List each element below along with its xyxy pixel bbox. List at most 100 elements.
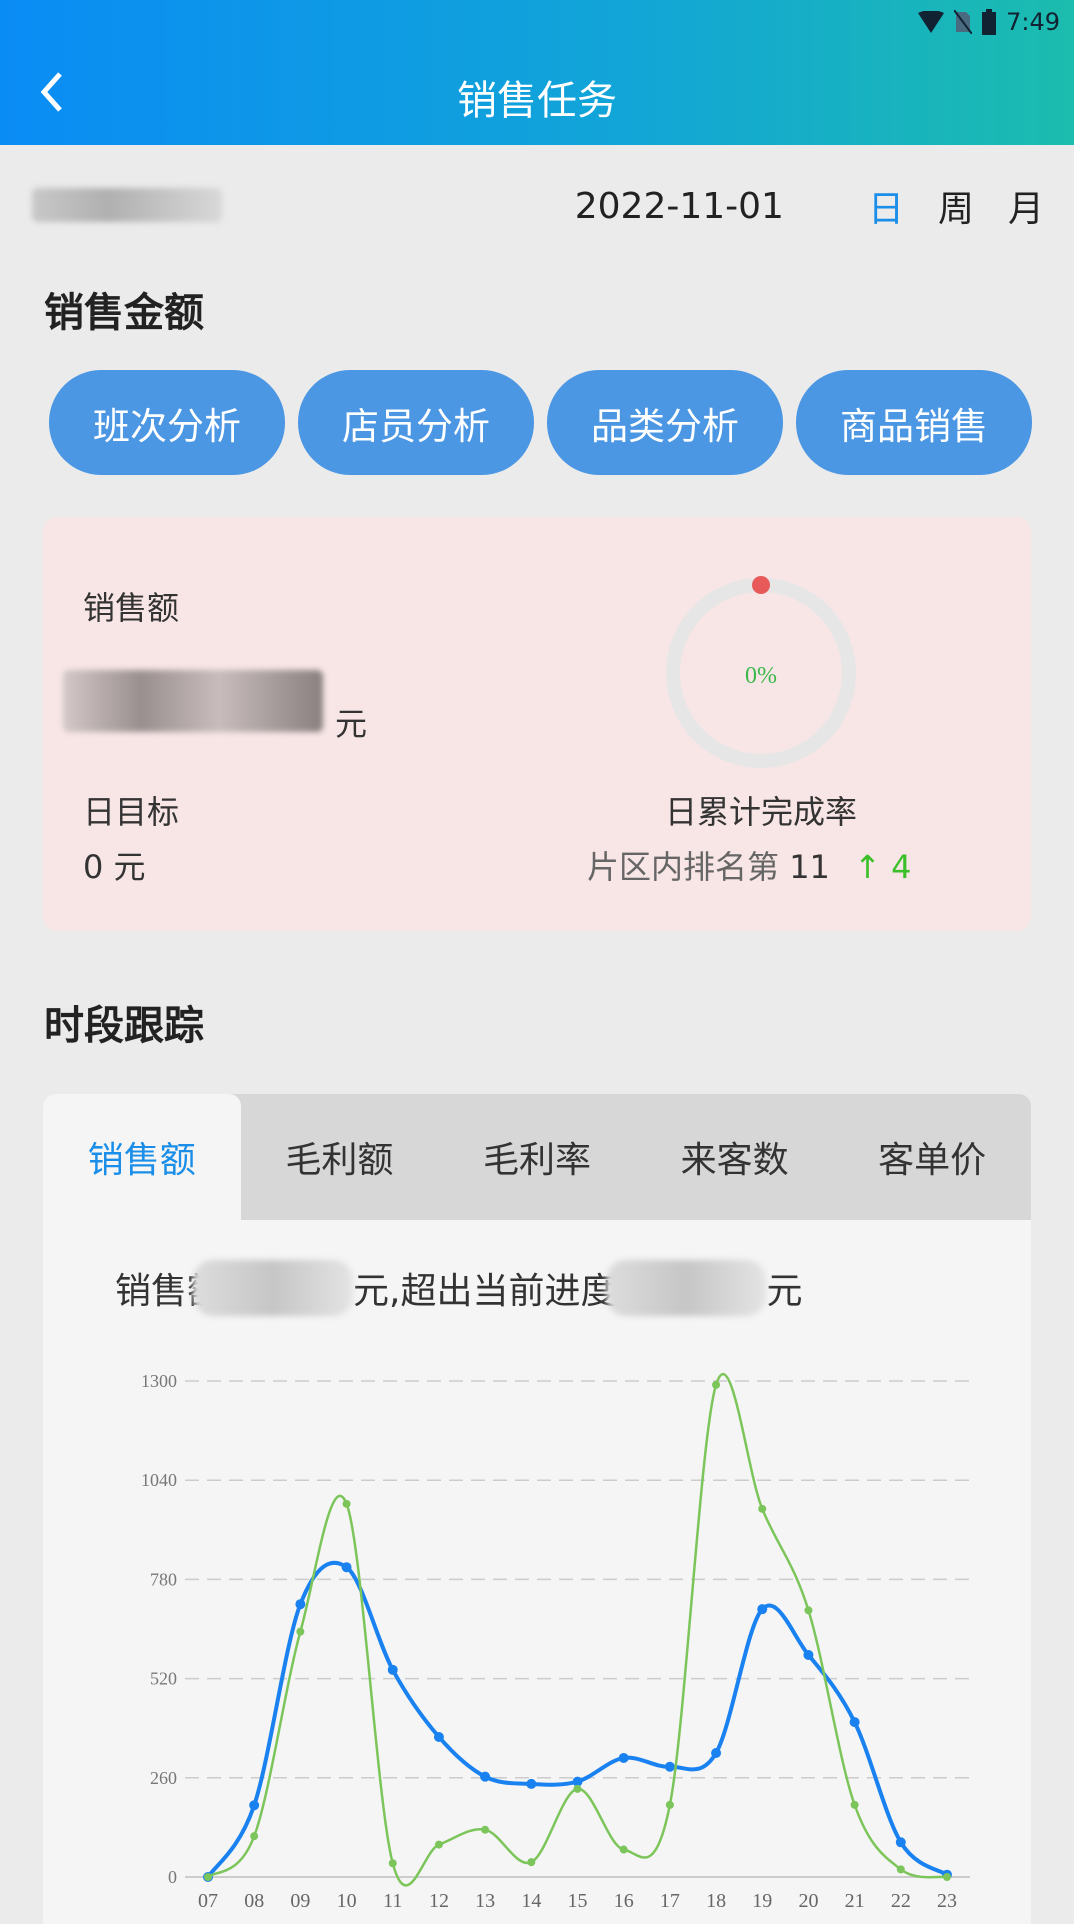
- data-point: [618, 1752, 629, 1763]
- target-label: 日目标: [83, 793, 180, 831]
- battery-icon: [982, 9, 997, 35]
- data-point: [295, 1599, 306, 1610]
- metric-tabs: 销售额 毛利额 毛利率 来客数 客单价: [43, 1094, 1031, 1220]
- app-header: 7:49 销售任务: [0, 0, 1074, 145]
- data-point: [433, 1731, 444, 1742]
- progress-text: 0%: [745, 663, 777, 689]
- y-tick-label: 260: [150, 1768, 177, 1788]
- data-point: [849, 1717, 860, 1728]
- x-tick-label: 13: [475, 1890, 495, 1912]
- x-tick-label: 08: [244, 1890, 264, 1912]
- x-tick-label: 10: [337, 1890, 357, 1912]
- data-point: [388, 1859, 397, 1868]
- data-point: [296, 1627, 305, 1636]
- data-point: [711, 1748, 722, 1758]
- data-point: [896, 1865, 905, 1874]
- status-bar: 7:49: [918, 8, 1060, 36]
- sales-label: 销售额: [83, 589, 180, 627]
- data-point: [758, 1504, 767, 1513]
- time-tracking-panel: 销售额 毛利额 毛利率 来客数 客单价 销售额 元,超出当前进度元 0 260 520…: [43, 1094, 1031, 1924]
- data-point: [712, 1380, 721, 1389]
- analysis-buttons: 班次分析 店员分析 品类分析 商品销售: [49, 370, 1032, 475]
- x-tick-label: 16: [614, 1890, 634, 1912]
- x-tick-label: 07: [198, 1890, 218, 1912]
- page-title: 销售任务: [457, 78, 617, 124]
- store-name-redacted: [32, 188, 222, 222]
- product-sales-button[interactable]: 商品销售: [796, 370, 1032, 475]
- staff-analysis-button[interactable]: 店员分析: [298, 370, 534, 475]
- data-point: [572, 1776, 583, 1787]
- data-point: [757, 1604, 768, 1615]
- summary-text: 销售额 元,超出当前进度元: [115, 1260, 802, 1316]
- x-tick-label: 22: [891, 1890, 911, 1912]
- x-tick-label: 09: [290, 1890, 310, 1912]
- tab-sales[interactable]: 销售额: [43, 1094, 241, 1220]
- tab-gross-profit[interactable]: 毛利额: [285, 1140, 394, 1181]
- status-time: 7:49: [1006, 8, 1060, 36]
- time-tracking-title: 时段跟踪: [44, 1003, 204, 1049]
- y-tick-label: 0: [168, 1867, 177, 1887]
- completion-ring: 0%: [666, 576, 856, 768]
- sales-value-redacted: [63, 670, 323, 732]
- period-month[interactable]: 月: [1007, 189, 1044, 230]
- x-tick-label: 21: [845, 1890, 865, 1912]
- tab-gross-margin[interactable]: 毛利率: [482, 1140, 591, 1181]
- series-line-2: [207, 1373, 948, 1887]
- y-tick-label: 520: [150, 1669, 177, 1689]
- x-tick-label: 19: [752, 1890, 772, 1912]
- data-point: [804, 1606, 813, 1615]
- data-point: [249, 1800, 260, 1811]
- date-filter: 2022-11-01 日 周 月: [575, 180, 1044, 232]
- target-value: 0 元: [83, 848, 146, 886]
- y-tick-label: 1300: [141, 1371, 177, 1391]
- no-sim-icon: [954, 10, 973, 34]
- period-day[interactable]: 日: [867, 189, 904, 230]
- x-tick-label: 11: [383, 1890, 402, 1912]
- hourly-line-chart: 0 260 520 780 1040 1300 07 08 09 10 11 12 13 14 15 16 17…: [141, 1371, 970, 1912]
- data-point: [895, 1837, 906, 1848]
- data-point: [803, 1649, 814, 1660]
- ring-progress-dot: [752, 576, 770, 594]
- series-line-1: [206, 1560, 949, 1879]
- data-point: [573, 1784, 582, 1793]
- data-point: [850, 1800, 859, 1809]
- sales-unit: 元: [335, 705, 368, 743]
- data-point: [619, 1845, 628, 1854]
- x-tick-label: 20: [798, 1890, 818, 1912]
- arrow-up-icon: ↑: [854, 848, 881, 886]
- data-point: [434, 1840, 443, 1849]
- category-analysis-button[interactable]: 品类分析: [547, 370, 783, 475]
- rank-change: 4: [891, 848, 912, 886]
- data-point: [665, 1800, 674, 1809]
- x-tick-label: 17: [660, 1890, 680, 1912]
- x-tick-label: 23: [937, 1890, 957, 1912]
- data-point: [943, 1873, 951, 1881]
- data-point: [250, 1832, 259, 1841]
- date-picker[interactable]: 2022-11-01: [574, 185, 784, 227]
- x-tick-label: 15: [568, 1890, 588, 1912]
- chevron-left-icon[interactable]: [34, 68, 70, 116]
- data-point: [204, 1873, 212, 1881]
- data-point: [481, 1825, 490, 1834]
- wifi-icon: [918, 11, 945, 33]
- completion-label: 日累计完成率: [664, 793, 857, 831]
- data-point: [527, 1858, 536, 1867]
- data-point: [526, 1778, 537, 1789]
- period-week[interactable]: 周: [937, 189, 974, 230]
- tab-avg-ticket[interactable]: 客单价: [878, 1140, 987, 1181]
- sales-amount-title: 销售金额: [44, 290, 204, 336]
- x-tick-label: 14: [521, 1890, 541, 1912]
- data-point: [480, 1771, 491, 1782]
- data-point: [664, 1761, 675, 1772]
- rank-text: 片区内排名第 11 ↑ 4: [587, 848, 912, 886]
- sales-summary-card: 销售额 元 日目标 0 元 0% 日累计完成率 片区内排名第 11 ↑ 4: [43, 517, 1031, 931]
- y-tick-label: 1040: [141, 1470, 177, 1490]
- tab-customer-count[interactable]: 来客数: [680, 1140, 789, 1181]
- x-tick-label: 18: [706, 1890, 726, 1912]
- data-point: [387, 1664, 398, 1675]
- data-point: [341, 1562, 352, 1573]
- y-tick-label: 780: [150, 1569, 177, 1589]
- data-point: [342, 1499, 351, 1508]
- shift-analysis-button[interactable]: 班次分析: [49, 370, 285, 475]
- x-tick-label: 12: [429, 1890, 449, 1912]
